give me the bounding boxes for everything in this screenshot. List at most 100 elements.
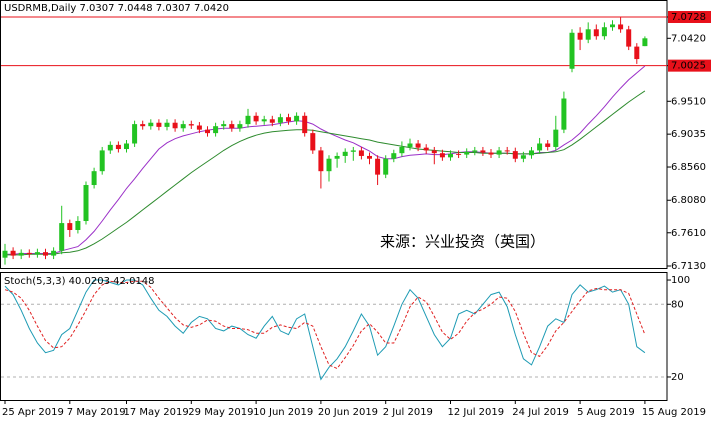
y-tick-label: 80 [671, 299, 684, 310]
candle-body [407, 143, 413, 147]
candle-body [561, 98, 567, 130]
candle-body [302, 115, 308, 134]
candle-body [464, 151, 470, 155]
candle-body [253, 115, 259, 122]
candle-body [156, 122, 162, 127]
candle-body [520, 155, 526, 159]
candle-body [326, 158, 332, 172]
candle-body [213, 126, 219, 134]
candle-body [529, 150, 534, 156]
candle-body [569, 32, 575, 69]
candle-body [642, 38, 648, 47]
x-tick-label: 24 Jul 2019 [512, 407, 569, 418]
y-tick-label: 7.0420 [671, 33, 706, 44]
candle-body [43, 252, 48, 256]
y-tick-label: 6.7610 [671, 228, 706, 239]
candle-body [415, 143, 421, 148]
y-tick-label: 6.8080 [671, 195, 706, 206]
candle-body [431, 150, 437, 154]
candle-body [18, 252, 24, 256]
candle-body [237, 124, 243, 129]
candle-body [383, 158, 389, 175]
candle-body [67, 223, 73, 231]
x-tick-label: 29 May 2019 [188, 407, 253, 418]
candle-body [26, 252, 32, 255]
candle-body [10, 250, 16, 256]
price-tag [668, 59, 711, 72]
candle-body [367, 155, 372, 159]
candle-body [245, 115, 251, 125]
candle-body [350, 150, 356, 152]
candle-body [488, 152, 494, 155]
y-tick-label: 6.9510 [671, 96, 706, 107]
candle-body [456, 153, 462, 155]
x-tick-label: 12 Jul 2019 [448, 407, 505, 418]
candle-body [310, 133, 316, 151]
price-tag [668, 10, 711, 23]
candle-body [496, 150, 502, 155]
candle-body [318, 150, 324, 172]
x-tick-label: 10 Jun 2019 [253, 407, 313, 418]
candle-body [188, 124, 194, 126]
candle-body [448, 153, 453, 158]
candle-body [99, 150, 105, 172]
candle-body [391, 153, 397, 159]
x-tick-label: 20 Jun 2019 [318, 407, 378, 418]
candle-body [545, 143, 551, 147]
candle-body [334, 155, 340, 159]
candle-body [221, 124, 227, 127]
candle-body [172, 122, 178, 129]
candle-body [399, 146, 405, 154]
candle-body [512, 151, 518, 159]
x-tick-label: 17 May 2019 [124, 407, 189, 418]
annotation: 来源：兴业投资（英国） [380, 233, 545, 251]
candle-body [115, 144, 121, 150]
candle-body [537, 143, 543, 151]
candle-body [610, 24, 615, 28]
candle-body [480, 150, 486, 153]
x-tick-label: 2 Jul 2019 [383, 407, 433, 418]
price-panel [0, 0, 668, 269]
candle-body [164, 122, 170, 127]
y-tick-label: 20 [671, 372, 684, 383]
candle-body [148, 122, 154, 127]
candle-body [626, 29, 632, 47]
stoch-title: Stoch(5,3,3) 40.0203 42.0148 [4, 276, 155, 287]
candle-body [585, 29, 591, 40]
candle-body [132, 124, 138, 144]
candle-body [342, 151, 348, 156]
candle-body [140, 124, 146, 127]
candle-body [34, 252, 40, 255]
candle-body [286, 117, 291, 122]
candle-body [577, 32, 583, 40]
series-line [4, 280, 646, 370]
candle-body [423, 147, 429, 151]
candle-body [593, 29, 599, 37]
candle-body [51, 250, 57, 256]
y-tick-label: 6.8560 [671, 162, 706, 173]
y-tick-label: 6.9035 [671, 129, 706, 140]
candle-body [634, 46, 640, 60]
candle-body [358, 150, 364, 156]
candle-body [59, 223, 65, 251]
x-tick-label: 15 Aug 2019 [642, 407, 706, 418]
candle-body [504, 150, 510, 152]
candle-body [294, 115, 300, 122]
candle-body [91, 171, 97, 186]
candle-body [553, 129, 559, 147]
candle-body [83, 185, 89, 222]
y-tick-label: 100 [671, 275, 690, 286]
candle-body [618, 24, 624, 30]
series-line [5, 65, 646, 255]
candle-body [269, 119, 275, 123]
candle-body [107, 144, 113, 151]
y-tick-label: 7.0025 [671, 61, 706, 72]
candle-body [124, 143, 129, 150]
candle-body [2, 250, 8, 258]
candle-body [75, 221, 81, 231]
candle-body [277, 117, 283, 123]
x-tick-label: 7 May 2019 [67, 407, 126, 418]
x-tick-label: 5 Aug 2019 [577, 407, 635, 418]
y-tick-label: 6.7130 [671, 261, 706, 272]
